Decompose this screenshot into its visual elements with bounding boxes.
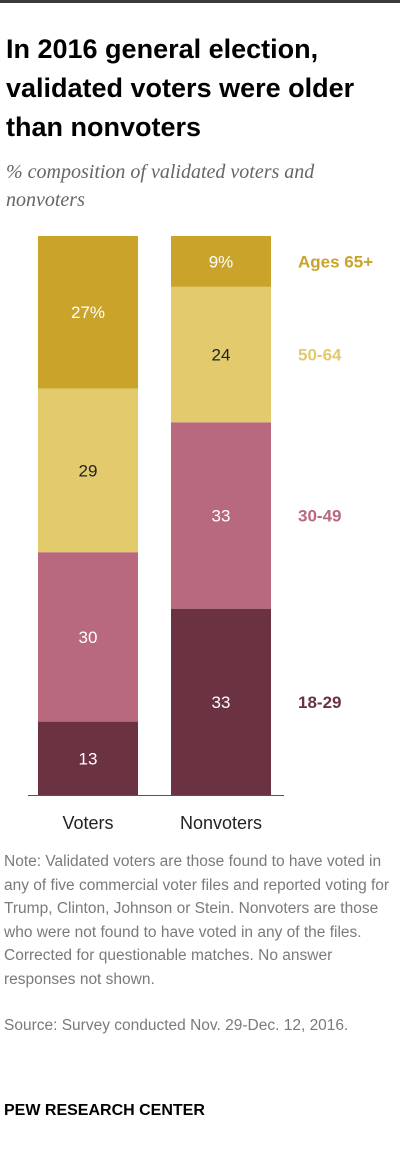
bar-value-label: 33: [212, 507, 231, 526]
legend-label-ages-65: Ages 65+: [298, 252, 373, 271]
category-label-nonvoters: Nonvoters: [180, 813, 262, 833]
bar-value-label: 30: [79, 628, 98, 647]
bar-segment-voters-30-49: [38, 552, 138, 722]
legend-label-50-64: 50-64: [298, 346, 342, 365]
stacked-bar-chart: 13 30 29 27% Voters 33 18-29 33 30-49 24 50-64 9% Ag…: [28, 236, 373, 833]
bar-segment-voters-50-64: [38, 388, 138, 553]
publisher-name: PEW RESEARCH CENTER: [4, 1102, 205, 1119]
chart-title: In 2016 general election, validated vote…: [6, 34, 355, 142]
bar-value-label: 9%: [209, 252, 234, 271]
bar-segment-nonvoters-ages-65: [171, 236, 271, 287]
legend-label-18-29: 18-29: [298, 693, 341, 712]
bar-segment-voters-18-29: [38, 721, 138, 795]
chart-subtitle: % composition of validated voters and no…: [6, 161, 315, 211]
bar-segment-voters-ages-65: [38, 236, 138, 389]
bar-value-label: 33: [212, 693, 231, 712]
chart-source: Source: Survey conducted Nov. 29-Dec. 12…: [4, 1017, 349, 1034]
legend-label-30-49: 30-49: [298, 507, 341, 526]
chart-note: Note: Validated voters are those found t…: [4, 853, 390, 988]
bar-value-label: 13: [79, 749, 98, 768]
category-label-voters: Voters: [62, 813, 113, 833]
bar-segment-nonvoters-50-64: [171, 286, 271, 423]
bar-segment-nonvoters-18-29: [171, 608, 271, 795]
bar-value-label: 29: [79, 461, 98, 480]
bar-value-label: 27%: [71, 303, 105, 322]
top-rule: [0, 0, 400, 3]
bar-segment-nonvoters-30-49: [171, 422, 271, 609]
bar-value-label: 24: [212, 346, 231, 365]
